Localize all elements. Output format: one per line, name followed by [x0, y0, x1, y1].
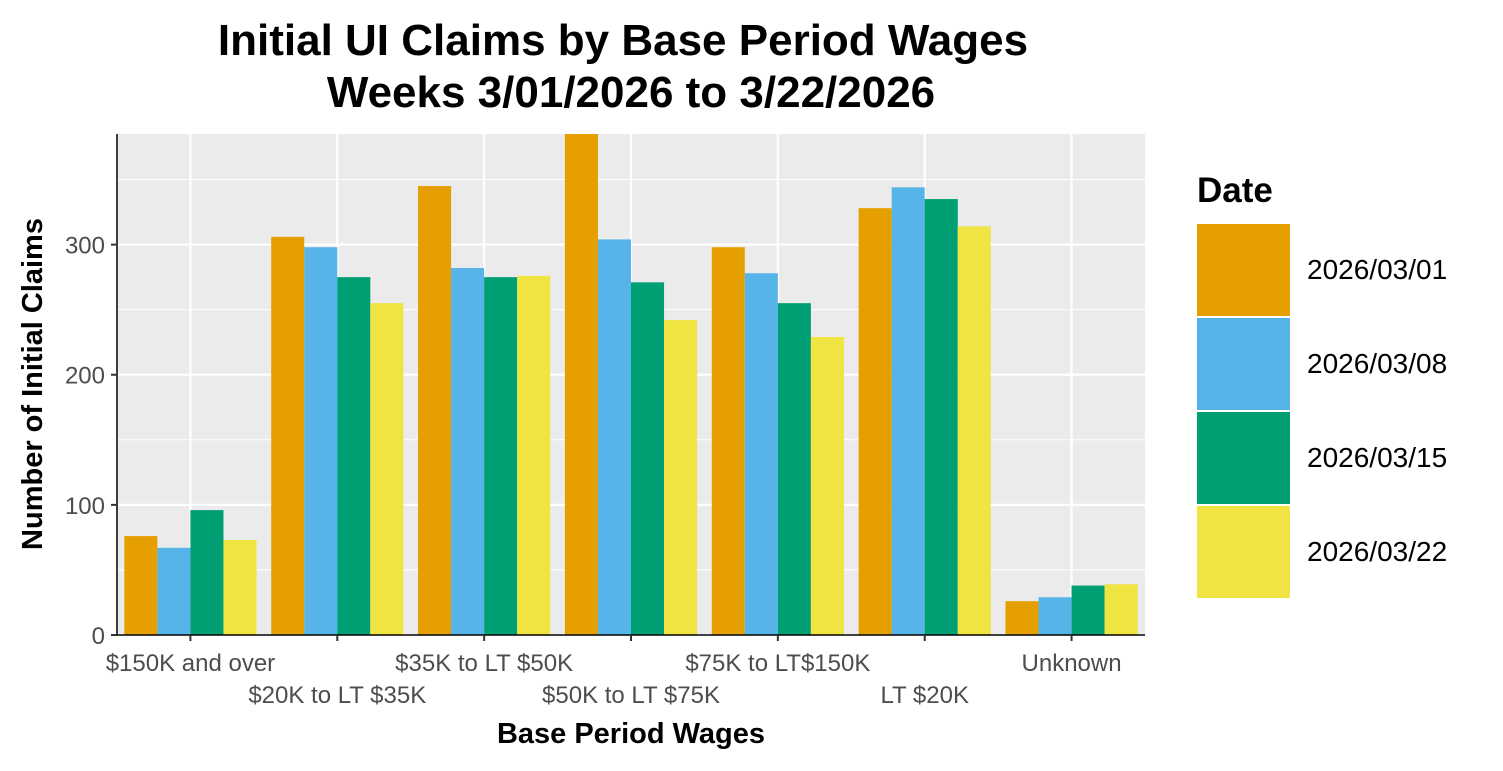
- bar-2026-03-01-4: [711, 247, 745, 635]
- legend: 2026/03/01 2026/03/08 2026/03/15 2026/03/22: [1197, 224, 1447, 598]
- legend-label: 2026/03/22: [1307, 536, 1447, 567]
- bar-2026-03-15-4: [777, 303, 811, 635]
- y-axis-label: Number of Initial Claims: [17, 218, 49, 550]
- x-tick-label: $50K to LT $75K: [542, 682, 720, 709]
- legend-key-2026-03-01: [1197, 224, 1290, 316]
- x-axis-label: Base Period Wages: [497, 718, 765, 750]
- bar-2026-03-22-4: [810, 337, 844, 635]
- bar-2026-03-22-6: [1104, 584, 1138, 635]
- bar-2026-03-08-2: [451, 268, 485, 635]
- legend-key-2026-03-15: [1197, 412, 1290, 504]
- bar-2026-03-01-1: [271, 236, 305, 635]
- legend-key-2026-03-08: [1197, 318, 1290, 410]
- y-tick-label: 200: [65, 363, 105, 390]
- legend-title: Date: [1197, 171, 1273, 210]
- bar-2026-03-22-0: [223, 540, 257, 635]
- bar-2026-03-08-0: [157, 547, 191, 635]
- legend-label: 2026/03/08: [1307, 348, 1447, 379]
- bar-2026-03-01-2: [418, 186, 452, 635]
- legend-label: 2026/03/15: [1307, 442, 1447, 473]
- bar-2026-03-01-5: [858, 208, 892, 636]
- bar-2026-03-22-2: [517, 275, 551, 635]
- legend-key-2026-03-22: [1197, 506, 1290, 598]
- chart-subtitle: Weeks 3/01/2026 to 3/22/2026: [327, 68, 935, 117]
- bar-2026-03-01-0: [124, 536, 158, 635]
- bar-2026-03-15-2: [484, 277, 518, 635]
- x-tick-label: LT $20K: [880, 682, 969, 709]
- bar-2026-03-08-6: [1038, 597, 1072, 635]
- bar-2026-03-15-3: [631, 282, 665, 635]
- bar-2026-03-08-1: [304, 247, 338, 635]
- bar-2026-03-22-1: [370, 303, 404, 635]
- x-tick-label: $35K to LT $50K: [395, 650, 573, 677]
- bar-2026-03-15-5: [924, 199, 958, 635]
- bar-2026-03-15-6: [1071, 585, 1105, 635]
- y-tick-label: 100: [65, 493, 105, 520]
- x-tick-label: $75K to LT$150K: [685, 650, 870, 677]
- x-tick-label: Unknown: [1022, 650, 1122, 677]
- x-tick-label: $20K to LT $35K: [248, 682, 426, 709]
- bar-2026-03-08-3: [597, 239, 631, 635]
- bar-2026-03-15-1: [337, 277, 371, 635]
- bar-2026-03-01-3: [564, 134, 598, 635]
- x-tick-label: $150K and over: [106, 650, 275, 677]
- bar-2026-03-22-3: [664, 320, 698, 635]
- y-tick-label: 0: [92, 623, 105, 650]
- bar-2026-03-22-5: [957, 226, 991, 635]
- bar-2026-03-08-4: [744, 273, 778, 635]
- y-tick-label: 300: [65, 233, 105, 260]
- bar-2026-03-01-6: [1005, 601, 1039, 635]
- bar-2026-03-08-5: [891, 187, 925, 635]
- legend-label: 2026/03/01: [1307, 254, 1447, 285]
- bar-2026-03-15-0: [190, 510, 224, 635]
- chart-title: Initial UI Claims by Base Period Wages: [218, 16, 1028, 65]
